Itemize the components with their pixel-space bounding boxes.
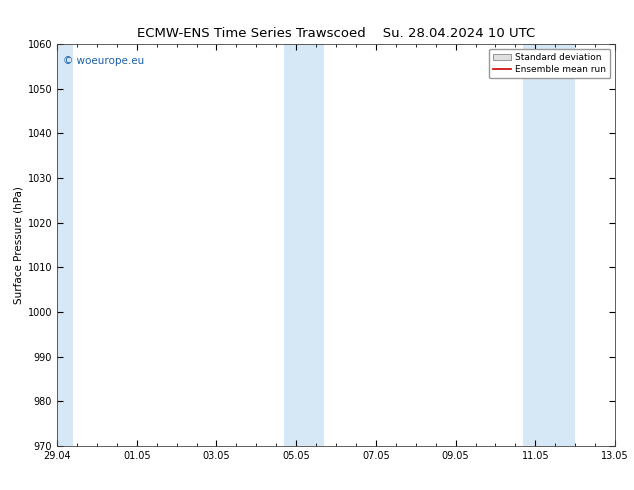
Y-axis label: Surface Pressure (hPa): Surface Pressure (hPa) [13, 186, 23, 304]
Legend: Standard deviation, Ensemble mean run: Standard deviation, Ensemble mean run [489, 49, 611, 78]
Text: © woeurope.eu: © woeurope.eu [63, 56, 144, 66]
Bar [284, 44, 324, 446]
Bar [57, 44, 73, 446]
Bar [523, 44, 575, 446]
Title: ECMW-ENS Time Series Trawscoed    Su. 28.04.2024 10 UTC: ECMW-ENS Time Series Trawscoed Su. 28.04… [137, 27, 535, 40]
